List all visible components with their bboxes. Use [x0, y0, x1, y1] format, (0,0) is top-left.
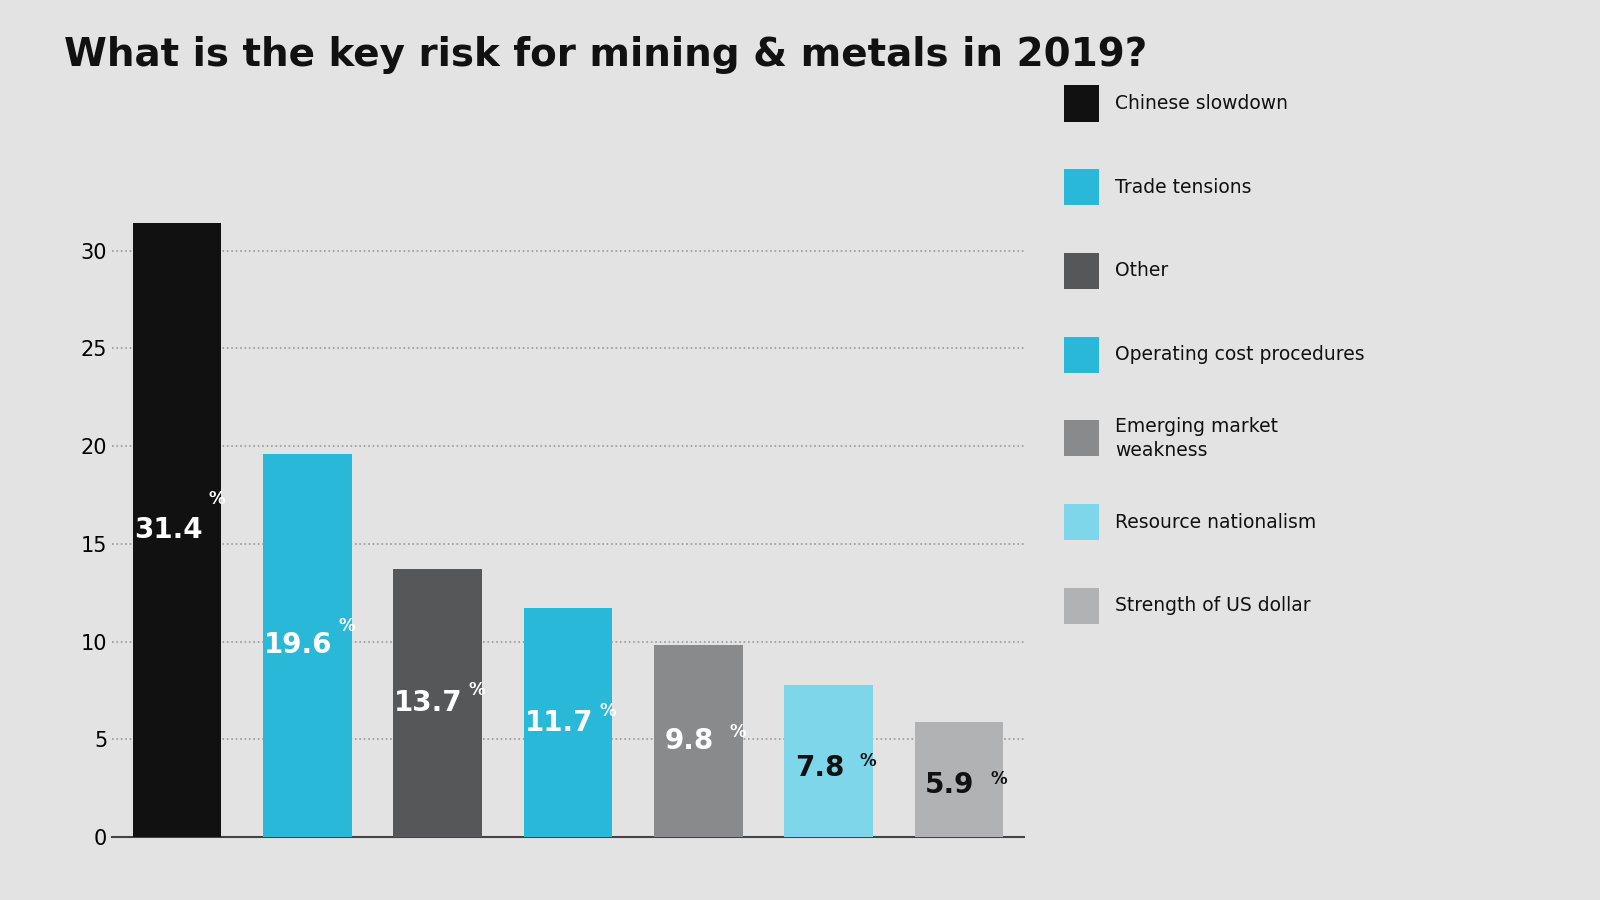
Text: Trade tensions: Trade tensions: [1115, 177, 1251, 197]
Bar: [784, 685, 874, 837]
Text: %: %: [990, 770, 1006, 788]
Text: 5.9: 5.9: [925, 771, 974, 799]
Text: Emerging market
weakness: Emerging market weakness: [1115, 417, 1278, 460]
Text: 7.8: 7.8: [795, 754, 845, 782]
Text: 9.8: 9.8: [664, 727, 714, 755]
Bar: [523, 608, 613, 837]
Text: Other: Other: [1115, 261, 1168, 281]
Bar: [915, 722, 1003, 837]
Text: Strength of US dollar: Strength of US dollar: [1115, 596, 1310, 616]
Text: %: %: [600, 702, 616, 720]
Text: 31.4: 31.4: [134, 517, 202, 544]
Text: %: %: [339, 617, 355, 635]
Text: Chinese slowdown: Chinese slowdown: [1115, 94, 1288, 113]
Text: %: %: [469, 680, 486, 698]
Text: 19.6: 19.6: [264, 632, 333, 660]
Text: %: %: [859, 752, 877, 770]
Text: Operating cost procedures: Operating cost procedures: [1115, 345, 1365, 364]
Bar: [394, 570, 482, 837]
Text: %: %: [208, 491, 226, 508]
Bar: [654, 645, 742, 837]
Text: Resource nationalism: Resource nationalism: [1115, 512, 1317, 532]
Bar: [133, 223, 221, 837]
Text: 13.7: 13.7: [394, 689, 462, 717]
Text: %: %: [730, 723, 746, 741]
Text: 11.7: 11.7: [525, 708, 594, 737]
Text: What is the key risk for mining & metals in 2019?: What is the key risk for mining & metals…: [64, 36, 1147, 74]
Bar: [262, 454, 352, 837]
